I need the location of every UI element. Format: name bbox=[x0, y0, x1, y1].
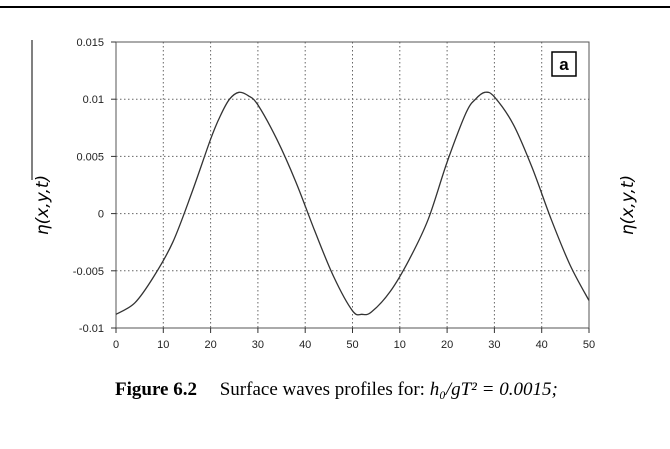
y-tick-label: -0.005 bbox=[73, 266, 104, 278]
x-tick-label: 50 bbox=[346, 339, 358, 351]
panel-label: a bbox=[559, 55, 569, 74]
x-tick-label: 20 bbox=[204, 339, 216, 351]
x-tick-label: 30 bbox=[488, 339, 500, 351]
caption-text: Surface waves profiles for: bbox=[219, 379, 430, 400]
figure-caption: Figure 6.2 Surface waves profiles for: h… bbox=[115, 379, 558, 401]
caption-label: Figure 6.2 bbox=[115, 379, 197, 400]
adjacent-y-axis-label: η(x,y,t) bbox=[618, 175, 638, 235]
y-tick-label: 0.015 bbox=[76, 37, 104, 49]
caption-formula: h₀/gT² = 0.0015; bbox=[429, 379, 558, 400]
grid bbox=[115, 41, 590, 329]
x-tick-label: 0 bbox=[113, 339, 119, 351]
panel-label-box: a bbox=[551, 51, 577, 77]
y-axis: 0.015 0.01 0.005 0 -0.005 -0.01 bbox=[73, 37, 116, 335]
x-tick-label: 40 bbox=[299, 339, 311, 351]
y-tick-label: 0.005 bbox=[76, 151, 104, 163]
top-rule bbox=[0, 6, 670, 8]
x-tick-label: 10 bbox=[394, 339, 406, 351]
y-tick-label: -0.01 bbox=[79, 323, 104, 335]
plot-frame bbox=[115, 41, 590, 329]
series-line bbox=[115, 91, 590, 316]
x-tick-label: 30 bbox=[252, 339, 264, 351]
x-axis: 0 10 20 30 40 50 10 20 30 40 50 bbox=[113, 328, 595, 351]
y-axis-label: η(x,y,t) bbox=[33, 175, 53, 235]
chart: 0.015 0.01 0.005 0 -0.005 -0.01 0 10 20 30 40 50 10… bbox=[31, 37, 595, 351]
adjacent-panel-edge: η(x,y,t) bbox=[618, 175, 638, 235]
y-axis-label-group: η(x,y,t) bbox=[33, 175, 53, 235]
x-tick-label: 50 bbox=[583, 339, 595, 351]
x-tick-label: 20 bbox=[441, 339, 453, 351]
x-tick-label: 40 bbox=[536, 339, 548, 351]
y-tick-label: 0.01 bbox=[83, 94, 104, 106]
x-tick-label: 10 bbox=[157, 339, 169, 351]
y-tick-label: 0 bbox=[98, 209, 104, 221]
